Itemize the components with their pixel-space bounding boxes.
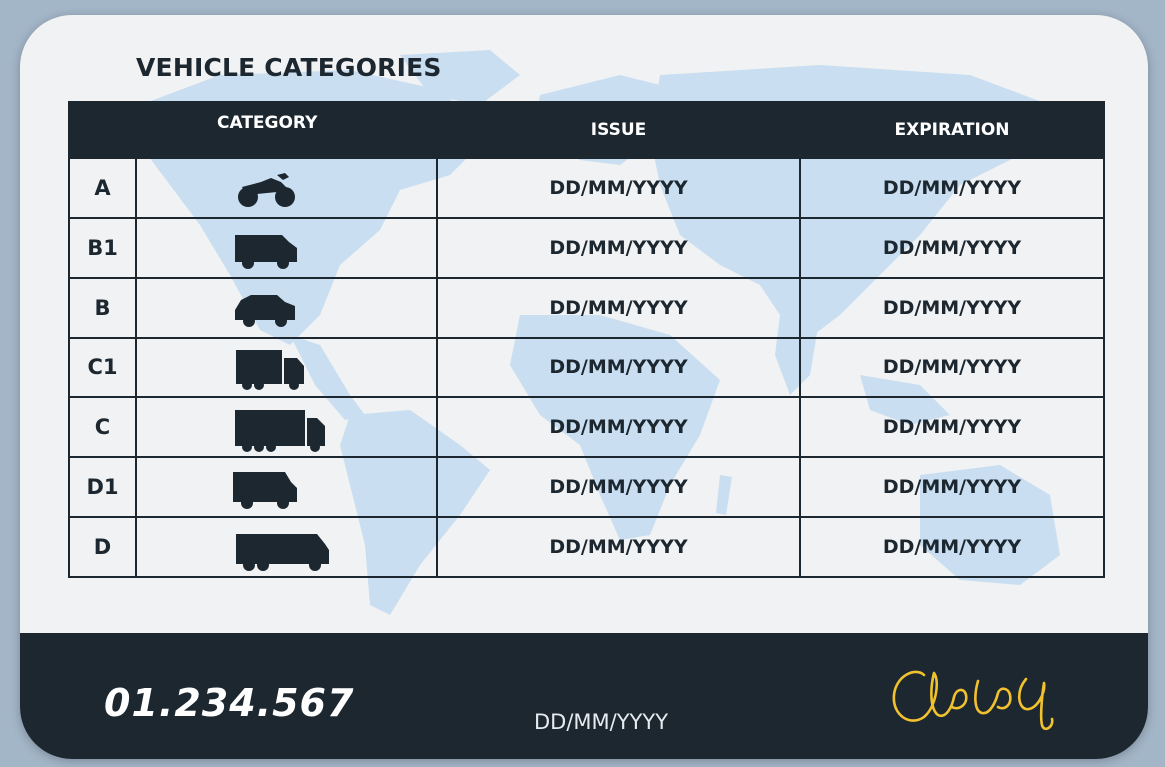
expiration-date: DD/MM/YYYY: [799, 157, 1105, 219]
expiration-date: DD/MM/YYYY: [799, 276, 1105, 339]
card-footer: 01.234.567 DD/MM/YYYY: [20, 633, 1148, 759]
vehicle-categories-table: CATEGORY ISSUE EXPIRATION A DD/MM: [68, 101, 1105, 578]
minibus-icon: [233, 471, 297, 509]
table-row: C DD/MM/YYYY DD/MM/YYYY: [68, 396, 1105, 459]
expiration-date: DD/MM/YYYY: [799, 396, 1105, 459]
expiration-date: DD/MM/YYYY: [799, 456, 1105, 519]
expiration-date: DD/MM/YYYY: [799, 336, 1105, 399]
issue-date: DD/MM/YYYY: [436, 336, 801, 399]
header-expiration: EXPIRATION: [799, 101, 1105, 159]
car-icon: [235, 295, 295, 328]
table-row: A DD/MM/YYYY DD/MM/YYYY: [68, 157, 1105, 219]
signature-icon: [892, 670, 1054, 731]
light-truck-icon: [236, 349, 304, 390]
expiration-date: DD/MM/YYYY: [799, 216, 1105, 279]
issue-date: DD/MM/YYYY: [436, 157, 801, 219]
table-header-row: CATEGORY ISSUE EXPIRATION: [68, 101, 1105, 159]
issue-date: DD/MM/YYYY: [436, 516, 801, 578]
bus-icon: [236, 533, 329, 571]
header-category: CATEGORY: [68, 101, 438, 159]
issue-date: DD/MM/YYYY: [436, 276, 801, 339]
van-icon: [235, 235, 297, 270]
category-code: D: [68, 516, 137, 578]
issue-date: DD/MM/YYYY: [436, 396, 801, 459]
category-code: D1: [68, 456, 137, 519]
license-number: 01.234.567: [104, 681, 355, 725]
table-row: C1 DD/MM/YYYY DD/MM/YYYY: [68, 336, 1105, 399]
category-code: A: [68, 157, 137, 219]
category-code: C1: [68, 336, 137, 399]
expiration-date: DD/MM/YYYY: [799, 516, 1105, 578]
truck-icon: [235, 409, 325, 452]
category-code: C: [68, 396, 137, 459]
license-card-back: VEHICLE CATEGORIES CATEGORY ISSUE EXPIRA…: [20, 15, 1148, 759]
category-code: B1: [68, 216, 137, 279]
category-code: B: [68, 276, 137, 339]
table-row: D1 DD/MM/YYYY DD/MM/YYYY: [68, 456, 1105, 519]
table-row: B1 DD/MM/YYYY DD/MM/YYYY: [68, 216, 1105, 279]
card-title: VEHICLE CATEGORIES: [136, 53, 442, 82]
table-row: D DD/MM/YYYY DD/MM/YYYY: [68, 516, 1105, 578]
header-issue: ISSUE: [436, 101, 801, 159]
footer-date: DD/MM/YYYY: [534, 710, 669, 734]
table-row: B DD/MM/YYYY DD/MM/YYYY: [68, 276, 1105, 339]
issue-date: DD/MM/YYYY: [436, 456, 801, 519]
motorcycle-icon: [238, 173, 295, 208]
issue-date: DD/MM/YYYY: [436, 216, 801, 279]
